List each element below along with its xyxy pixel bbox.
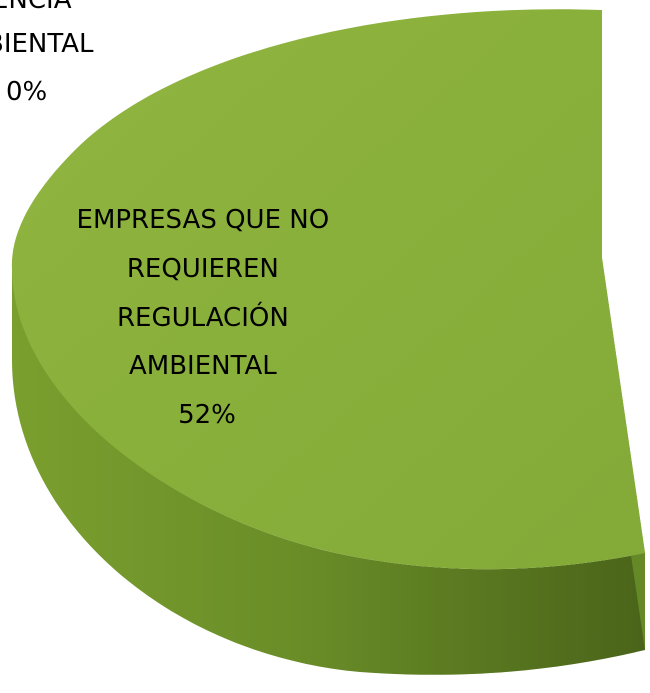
slice-label-line: AMBIENTAL [129,351,277,381]
slice-label-line: REGULACIÓN [117,301,289,333]
slice-label-secondary: ENCIA BIENTAL 0% [0,0,102,107]
slice-top-face [11,9,646,570]
slice-value-label: 52% [178,400,236,430]
slice-label-main: EMPRESAS QUE NO REQUIEREN REGULACIÓN AMB… [77,205,338,430]
slice-value-label: 0% [6,77,47,107]
slice-label-line: REQUIEREN [127,254,279,284]
slice-side-wall [12,258,645,675]
slice-label-line: EMPRESAS QUE NO [77,205,330,235]
slice-label-line: BIENTAL [0,29,94,59]
slice-label-line: ENCIA [0,0,72,15]
